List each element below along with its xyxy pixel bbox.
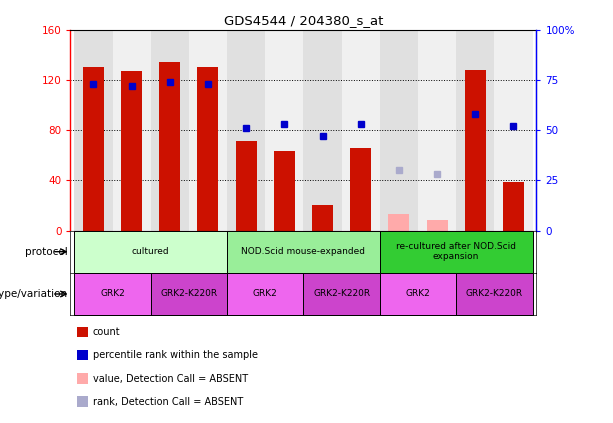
Bar	[389, 214, 409, 231]
Bar	[380, 231, 533, 273]
Bar	[227, 273, 303, 315]
Bar	[380, 273, 456, 315]
Bar	[350, 148, 371, 231]
Text: NOD.Scid mouse-expanded: NOD.Scid mouse-expanded	[242, 247, 365, 256]
Text: GRK2-K220R: GRK2-K220R	[466, 289, 523, 299]
Text: count: count	[93, 327, 120, 337]
Bar	[74, 30, 113, 231]
Bar	[159, 62, 180, 231]
Bar	[227, 30, 265, 231]
Bar	[235, 141, 257, 231]
Bar	[83, 67, 104, 231]
Text: GRK2: GRK2	[406, 289, 430, 299]
Bar	[456, 30, 494, 231]
Bar	[456, 273, 533, 315]
Bar	[312, 206, 333, 231]
Text: genotype/variation: genotype/variation	[0, 289, 67, 299]
Bar	[265, 30, 303, 231]
Bar	[303, 30, 341, 231]
Bar	[274, 151, 295, 231]
Bar	[227, 231, 380, 273]
Text: GRK2: GRK2	[253, 289, 278, 299]
Text: re-cultured after NOD.Scid
expansion: re-cultured after NOD.Scid expansion	[396, 242, 516, 261]
Bar	[465, 70, 485, 231]
Text: protocol: protocol	[25, 247, 67, 257]
Bar	[121, 71, 142, 231]
Bar	[427, 220, 447, 231]
Text: percentile rank within the sample: percentile rank within the sample	[93, 350, 257, 360]
Text: cultured: cultured	[132, 247, 170, 256]
Title: GDS4544 / 204380_s_at: GDS4544 / 204380_s_at	[224, 14, 383, 27]
Bar	[303, 273, 380, 315]
Text: GRK2-K220R: GRK2-K220R	[161, 289, 218, 299]
Bar	[503, 181, 524, 231]
Bar	[151, 273, 227, 315]
Bar	[74, 231, 227, 273]
Bar	[341, 30, 380, 231]
Bar	[113, 30, 151, 231]
Bar	[74, 273, 151, 315]
Bar	[494, 30, 533, 231]
Bar	[151, 30, 189, 231]
Bar	[418, 30, 456, 231]
Bar	[197, 67, 218, 231]
Text: rank, Detection Call = ABSENT: rank, Detection Call = ABSENT	[93, 397, 243, 407]
Bar	[189, 30, 227, 231]
Text: GRK2-K220R: GRK2-K220R	[313, 289, 370, 299]
Text: value, Detection Call = ABSENT: value, Detection Call = ABSENT	[93, 374, 248, 384]
Bar	[380, 30, 418, 231]
Text: GRK2: GRK2	[100, 289, 125, 299]
